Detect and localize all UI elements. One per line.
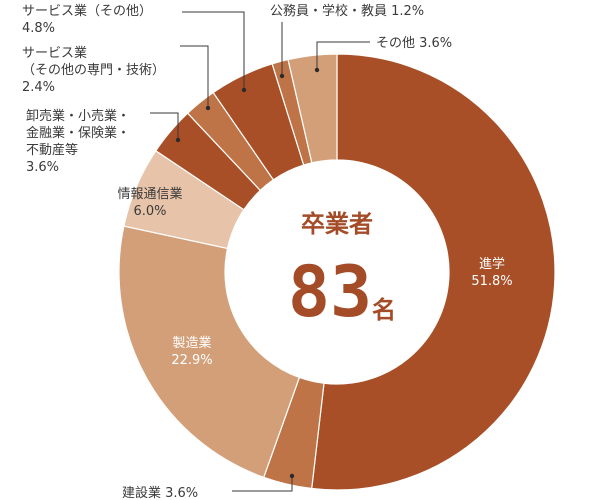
slice-5-label-line: 3.6% — [26, 160, 59, 175]
slice-6-leader-dot — [205, 105, 211, 111]
slice-2-leader-dot — [289, 473, 295, 479]
slice-7-label: サービス業（その他） 4.8% — [22, 3, 152, 36]
slice-4-label-line: 情報通信業 — [117, 186, 182, 202]
center-summary: 卒業者 83 名 — [288, 210, 396, 333]
slice-1-label: 進学 51.8% — [471, 256, 512, 289]
callout-leader-lines — [150, 11, 370, 492]
slice-7-leader-line — [182, 11, 245, 90]
slice-7-label-line: 4.8% — [22, 21, 55, 36]
slice-6-leader-line — [180, 45, 209, 108]
slice-7-label-line: サービス業（その他） — [22, 3, 152, 19]
slice-3-label-line: 22.9% — [171, 353, 212, 368]
donut-slices — [118, 53, 556, 491]
center-caption: 卒業者 — [301, 210, 373, 238]
slice-9-leader-dot — [314, 67, 320, 73]
slice-2-leader-line — [232, 476, 293, 492]
slice-labels: 進学 51.8% 建設業 3.6% 製造業 22.9% 情報通信業 6.0% 卸売業・小売業・… — [22, 3, 513, 500]
slice-8-label-line: 公務員・学校・教員 1.2% — [270, 3, 424, 19]
slice-5-leader-line — [150, 112, 179, 140]
slice-6-label-line: 2.4% — [22, 80, 55, 95]
slice-1-label-line: 進学 — [479, 256, 505, 272]
slice-6-label-line: サービス業 — [22, 45, 87, 61]
slice-6-label: サービス業 （その他の専門・技術） 2.4% — [22, 45, 165, 95]
slice-5-label-line: 金融業・保険業・ — [26, 125, 130, 141]
slice-5-leader-dot — [175, 137, 181, 143]
slice-3-label-line: 製造業 — [172, 335, 211, 351]
slice-9-label: その他 3.6% — [376, 36, 452, 51]
slice-5-label: 卸売業・小売業・金融業・保険業・不動産等 3.6% — [26, 108, 130, 175]
slice-6-label-line: （その他の専門・技術） — [22, 63, 165, 78]
slice-2-label-line: 建設業 3.6% — [122, 485, 198, 500]
slice-5-label-line: 卸売業・小売業・ — [26, 108, 130, 124]
slice-4-label-line: 6.0% — [133, 204, 166, 219]
slice-2-label: 建設業 3.6% — [122, 485, 198, 500]
center-unit: 名 — [372, 296, 396, 324]
slice-9-leader-line — [316, 41, 370, 70]
slice-1-label-line: 51.8% — [471, 274, 512, 289]
slice-4-label: 情報通信業 6.0% — [117, 186, 182, 219]
slice-8-label: 公務員・学校・教員 1.2% — [270, 3, 424, 19]
slice-5-label-line: 不動産等 — [26, 142, 78, 158]
donut-hole — [225, 160, 449, 384]
center-number: 83 — [288, 251, 372, 333]
slice-9-label-line: その他 3.6% — [376, 36, 452, 51]
slice-7-leader-dot — [241, 87, 247, 93]
slice-8-leader-dot — [279, 73, 285, 79]
slice-3-label: 製造業 22.9% — [171, 335, 212, 368]
